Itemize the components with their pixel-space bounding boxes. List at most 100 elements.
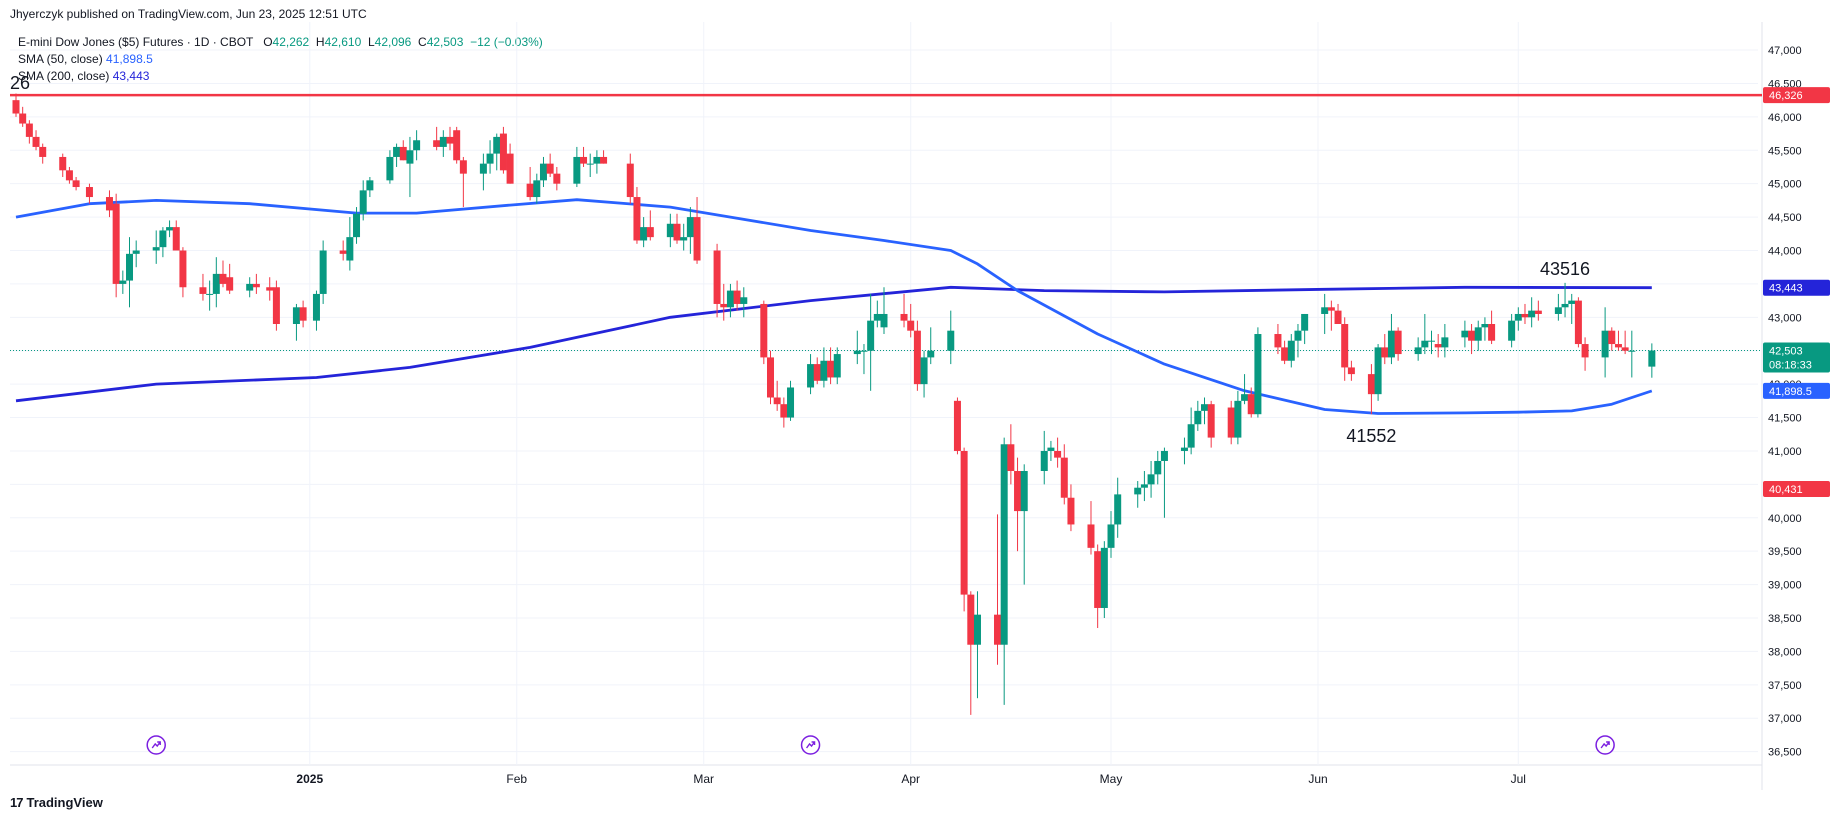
price-label-bg bbox=[1763, 382, 1830, 399]
candle-body bbox=[1347, 367, 1355, 375]
candle bbox=[459, 156, 467, 208]
candle-body bbox=[1207, 404, 1215, 438]
candle-body bbox=[973, 614, 981, 645]
candle-body bbox=[880, 313, 888, 328]
time-axis[interactable]: 2025 Feb Mar Apr May Jun Jul bbox=[296, 772, 1526, 786]
candle bbox=[446, 126, 454, 151]
y-tick-label: 47,000 bbox=[1768, 45, 1802, 57]
candle-body bbox=[1568, 300, 1576, 304]
event-marker-icon[interactable] bbox=[800, 735, 821, 755]
candle bbox=[1014, 457, 1022, 552]
candle-body bbox=[359, 190, 367, 214]
candle bbox=[539, 156, 547, 188]
price-label: 41,898.5 bbox=[1763, 382, 1830, 399]
candle-body bbox=[406, 150, 414, 164]
candle bbox=[1528, 297, 1536, 328]
price-label-text: 40,431 bbox=[1769, 484, 1803, 496]
symbol-name: E-mini Dow Jones ($5) Futures · 1D · CBO… bbox=[18, 35, 254, 49]
candle-body bbox=[1000, 444, 1008, 645]
candle-body bbox=[1367, 374, 1375, 395]
candle-body bbox=[773, 397, 781, 405]
candle bbox=[1574, 297, 1582, 348]
candle bbox=[666, 213, 674, 248]
candle bbox=[586, 153, 594, 177]
candle-body bbox=[346, 237, 354, 261]
countdown-text: 08:18:33 bbox=[1769, 360, 1812, 372]
candle bbox=[59, 153, 67, 177]
candle bbox=[219, 260, 227, 288]
sma200-row[interactable]: SMA (200, close) 43,443 bbox=[18, 68, 543, 85]
candle-body bbox=[39, 146, 47, 157]
candle bbox=[1100, 541, 1108, 618]
price-label-bg bbox=[1763, 480, 1830, 497]
price-axis[interactable]: 36,500 37,000 37,500 38,000 38,500 39,000 39,5… bbox=[1768, 45, 1802, 759]
chart-legend: E-mini Dow Jones ($5) Futures · 1D · CBO… bbox=[18, 34, 543, 85]
candle-body bbox=[499, 133, 507, 171]
annotation-label: 26 bbox=[10, 73, 30, 93]
candle-body bbox=[867, 320, 875, 351]
y-tick-label: 41,500 bbox=[1768, 413, 1802, 425]
tradingview-logo[interactable]: 17 TradingView bbox=[10, 795, 103, 810]
symbol-row[interactable]: E-mini Dow Jones ($5) Futures · 1D · CBO… bbox=[18, 34, 543, 51]
candle bbox=[1374, 344, 1382, 401]
candle bbox=[1147, 460, 1155, 498]
candle bbox=[1227, 400, 1235, 445]
candle-body bbox=[1554, 307, 1562, 314]
candle bbox=[953, 397, 961, 455]
candle bbox=[967, 591, 975, 715]
candle bbox=[1347, 360, 1355, 381]
candle-body bbox=[813, 364, 821, 381]
candle-body bbox=[1274, 334, 1282, 348]
event-marker-arrow bbox=[805, 741, 816, 749]
candle bbox=[1614, 330, 1622, 351]
candle bbox=[159, 227, 167, 258]
sma50-line bbox=[15, 198, 1653, 415]
candle bbox=[1421, 313, 1429, 355]
candle bbox=[312, 290, 320, 331]
event-markers[interactable] bbox=[146, 735, 1615, 755]
candle bbox=[1154, 450, 1162, 485]
candle-body bbox=[733, 290, 741, 304]
candle-body bbox=[292, 307, 300, 324]
candle-body bbox=[179, 250, 187, 288]
candle bbox=[1521, 303, 1529, 324]
candle bbox=[760, 300, 768, 365]
price-label-text: 41,898.5 bbox=[1769, 386, 1812, 398]
candle-body bbox=[1060, 457, 1068, 498]
sma50-row[interactable]: SMA (50, close) 41,898.5 bbox=[18, 51, 543, 68]
candle bbox=[1241, 374, 1249, 405]
candle-body bbox=[1648, 350, 1656, 367]
event-marker-icon[interactable] bbox=[146, 735, 166, 755]
candle bbox=[299, 300, 307, 328]
candle bbox=[1428, 330, 1436, 355]
candle bbox=[720, 283, 728, 321]
candle bbox=[1481, 317, 1489, 341]
candle-body bbox=[1114, 494, 1122, 525]
candle-body bbox=[680, 237, 688, 241]
candle bbox=[199, 273, 207, 301]
candle-body bbox=[119, 280, 127, 284]
candle-body bbox=[1414, 347, 1422, 355]
candle-body bbox=[506, 153, 514, 184]
candle-body bbox=[1134, 487, 1142, 495]
candle bbox=[780, 397, 788, 428]
candle bbox=[152, 230, 160, 264]
candle bbox=[973, 591, 981, 699]
high-value: 42,610 bbox=[324, 35, 362, 49]
candle-body bbox=[1254, 334, 1262, 415]
candle bbox=[1334, 303, 1342, 324]
candle-body bbox=[1561, 303, 1569, 308]
event-marker-icon[interactable] bbox=[1595, 735, 1615, 755]
candle-body bbox=[1468, 330, 1476, 341]
candle bbox=[827, 347, 835, 385]
candle bbox=[1468, 324, 1476, 355]
candle-body bbox=[479, 163, 487, 174]
annotation-label: 43516 bbox=[1540, 259, 1590, 279]
candle-body bbox=[1621, 347, 1629, 351]
candle-body bbox=[1154, 460, 1162, 475]
x-tick-label: May bbox=[1100, 772, 1123, 786]
tradingview-logo-icon: 17 bbox=[10, 795, 24, 810]
candle bbox=[1020, 464, 1028, 585]
candle-body bbox=[860, 350, 868, 352]
